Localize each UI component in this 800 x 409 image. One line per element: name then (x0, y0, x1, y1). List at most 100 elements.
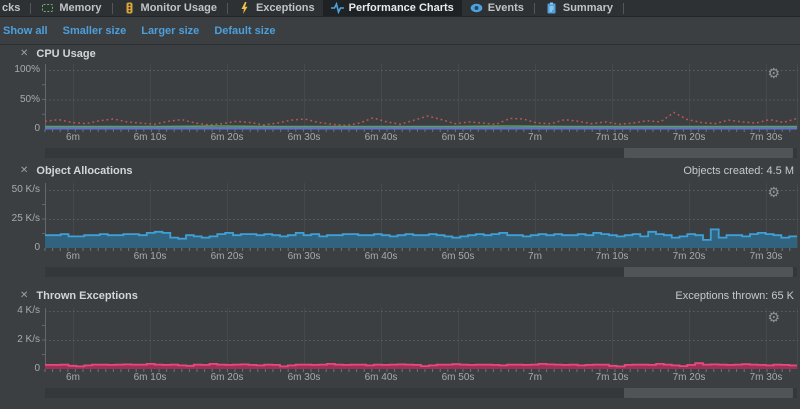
tab-label: Performance Charts (348, 2, 454, 14)
x-axis-label: 7m 10s (595, 251, 629, 262)
x-axis-label: 6m 10s (133, 251, 167, 262)
y-axis-label: 0 (34, 363, 40, 374)
tab-memory[interactable]: Memory (33, 0, 109, 16)
cpu-usage-x-axis: 6m 6m 10s 6m 20s 6m 30s 6m 40s 6m 50s 7m 7m 10s… (0, 129, 800, 146)
x-axis-label: 6m 40s (364, 372, 398, 383)
section-stat: Objects created: 4.5 M (683, 164, 794, 177)
section-title: Thrown Exceptions (36, 289, 138, 302)
view-tab-bar: cks Memory Monitor Usage Exceptions (0, 0, 800, 17)
y-axis-label: 25 K/s (11, 213, 40, 224)
object-allocations-header: ✕ Object Allocations Objects created: 4.… (0, 160, 800, 181)
tab-separator (111, 2, 113, 14)
tab-monitor-usage[interactable]: Monitor Usage (115, 0, 225, 16)
x-axis-label: 6m 10s (133, 372, 167, 383)
x-axis-label: 6m 20s (210, 132, 244, 143)
tab-label: Summary (562, 2, 614, 14)
tab-label: cks (2, 2, 21, 14)
x-axis-label: 6m 20s (210, 372, 244, 383)
close-icon[interactable]: ✕ (20, 164, 29, 176)
x-axis-label: 7m (528, 132, 542, 143)
object-allocations-scrollbar[interactable] (45, 267, 797, 277)
eye-icon (470, 2, 483, 14)
section-title: CPU Usage (36, 47, 96, 60)
thrown-exceptions-x-axis: 6m 6m 10s 6m 20s 6m 30s 6m 40s 6m 50s 7m 7m 10s… (0, 369, 800, 386)
x-axis-label: 7m 30s (749, 372, 783, 383)
series-allocations-edge (45, 228, 797, 241)
default-size-link[interactable]: Default size (214, 24, 276, 37)
chart-settings-gear-icon[interactable]: ⚙ (767, 184, 780, 200)
tab-cks[interactable]: cks (0, 0, 28, 16)
tab-label: Memory (59, 2, 102, 14)
y-axis-label: 50 K/s (11, 184, 40, 195)
object-allocations-x-axis: 6m 6m 10s 6m 20s 6m 30s 6m 40s 6m 50s 7m 7m 10s… (0, 248, 800, 265)
y-axis-label: 100% (14, 64, 40, 75)
x-axis-label: 6m 40s (364, 132, 398, 143)
thrown-exceptions-plot: ⚙ 4 K/s 2 K/s 0 (0, 305, 800, 374)
lightning-icon (238, 2, 251, 14)
x-axis-label: 7m 10s (595, 372, 629, 383)
y-axis-label: 4 K/s (17, 305, 40, 316)
x-axis-label: 6m 50s (441, 251, 475, 262)
chart-settings-gear-icon[interactable]: ⚙ (767, 309, 780, 325)
scrollbar-thumb[interactable] (624, 148, 794, 158)
y-axis-label: 50% (19, 93, 40, 105)
series-exceptions-edge (45, 362, 797, 368)
thrown-exceptions-scrollbar[interactable] (45, 388, 797, 398)
chart-settings-gear-icon[interactable]: ⚙ (767, 65, 780, 81)
tab-exceptions[interactable]: Exceptions (230, 0, 323, 16)
cpu-usage-plot: ⚙ 100% 50% 0 (0, 62, 800, 134)
x-axis-label: 7m 30s (749, 251, 783, 262)
object-allocations-chart-canvas (42, 183, 798, 251)
scrollbar-thumb[interactable] (624, 388, 794, 398)
thrown-exceptions-chart-canvas (42, 308, 798, 372)
x-axis-label: 6m (66, 372, 80, 383)
tab-separator (623, 2, 625, 14)
close-icon[interactable]: ✕ (20, 47, 29, 59)
clipboard-icon (545, 2, 558, 14)
x-axis-label: 6m (66, 132, 80, 143)
pulse-icon (330, 2, 344, 14)
x-axis-label: 7m 20s (672, 251, 706, 262)
smaller-size-link[interactable]: Smaller size (62, 24, 127, 37)
x-axis-label: 6m 40s (364, 251, 398, 262)
tab-performance-charts[interactable]: Performance Charts (322, 0, 462, 16)
object-allocations-section: ✕ Object Allocations Objects created: 4.… (0, 160, 800, 283)
x-axis-label: 7m (528, 251, 542, 262)
x-axis-label: 6m 20s (210, 251, 244, 262)
tab-summary[interactable]: Summary (537, 0, 621, 16)
traffic-light-icon (123, 2, 136, 14)
tab-label: Exceptions (255, 2, 315, 14)
x-axis-label: 6m (66, 251, 80, 262)
object-allocations-plot: ⚙ 50 K/s 25 K/s 0 (0, 181, 800, 253)
x-axis-label: 7m 10s (595, 132, 629, 143)
x-axis-label: 6m 30s (287, 251, 321, 262)
gridlines (42, 308, 798, 372)
x-axis-label: 7m 30s (749, 132, 783, 143)
x-axis-label: 7m 20s (672, 372, 706, 383)
cpu-usage-chart-canvas (42, 64, 798, 132)
cpu-usage-scrollbar[interactable] (45, 148, 797, 158)
cpu-usage-section: ✕ CPU Usage ⚙ 100% 50% 0 6m 6m 10s 6m 20s 6m … (0, 45, 800, 158)
section-stat: Exceptions thrown: 65 K (675, 289, 794, 302)
tab-events[interactable]: Events (462, 0, 532, 16)
x-axis-label: 6m 50s (441, 372, 475, 383)
close-icon[interactable]: ✕ (20, 289, 29, 301)
tab-separator (30, 2, 32, 14)
cpu-usage-header: ✕ CPU Usage (0, 45, 800, 62)
gridlines (42, 183, 798, 251)
x-axis-label: 6m 30s (287, 372, 321, 383)
tab-label: Events (487, 2, 524, 14)
scrollbar-thumb[interactable] (624, 267, 794, 277)
tab-separator (226, 2, 228, 14)
x-axis-label: 6m 10s (133, 132, 167, 143)
section-title: Object Allocations (36, 164, 133, 177)
tab-separator (533, 2, 535, 14)
show-all-link[interactable]: Show all (3, 24, 48, 37)
thrown-exceptions-header: ✕ Thrown Exceptions Exceptions thrown: 6… (0, 285, 800, 306)
larger-size-link[interactable]: Larger size (141, 24, 200, 37)
y-axis-label: 0 (34, 123, 40, 134)
x-axis-label: 7m (528, 372, 542, 383)
thrown-exceptions-section: ✕ Thrown Exceptions Exceptions thrown: 6… (0, 285, 800, 409)
gridlines (42, 64, 798, 132)
memory-icon (41, 2, 54, 14)
